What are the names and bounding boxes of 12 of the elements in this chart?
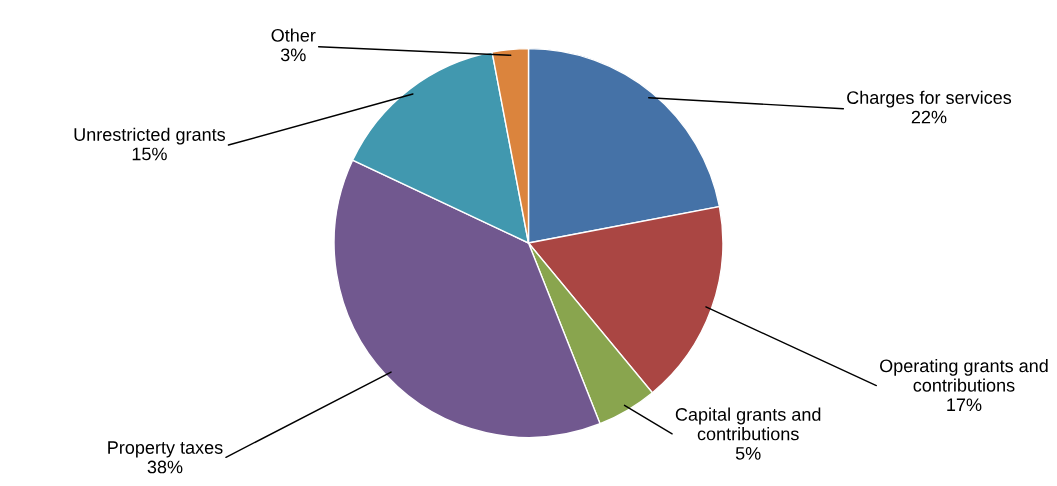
slice-label: Unrestricted grants	[74, 127, 226, 145]
data-label: 3%	[280, 48, 306, 62]
slice-label: Charges for services	[847, 90, 1012, 108]
data-label: 38%	[147, 460, 183, 474]
slice-label: Operating grants and contributions	[880, 358, 1048, 392]
slice-label: Other	[271, 28, 316, 42]
data-label: 22%	[911, 110, 947, 124]
data-label: 15%	[132, 147, 167, 161]
slice-label: Property taxes	[108, 441, 223, 458]
slice-label: Capital grants and contributions	[675, 407, 821, 441]
data-label: 5%	[735, 447, 761, 460]
data-label: 17%	[947, 398, 982, 412]
